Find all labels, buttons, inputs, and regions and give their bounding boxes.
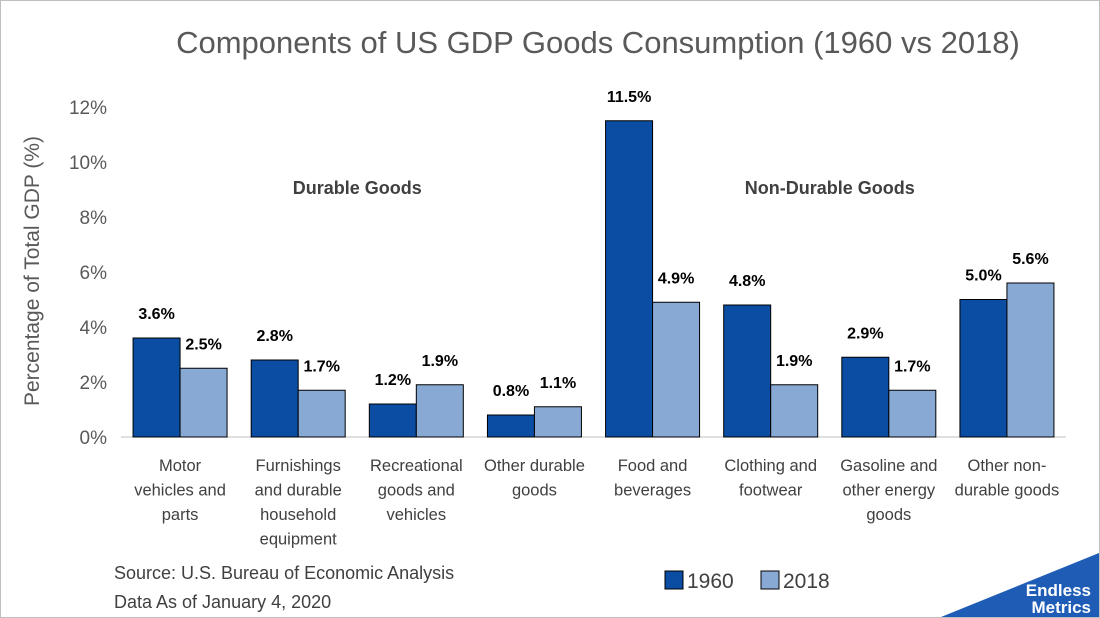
bar-1960-4 (605, 120, 654, 438)
bar-1960-7 (959, 299, 1008, 438)
y-tick-label: 12% (69, 98, 107, 119)
category-label-1: and durable (255, 482, 342, 500)
bar-1960-1 (250, 359, 299, 438)
legend-label-2018: 2018 (783, 570, 830, 593)
y-tick-label: 0% (80, 428, 108, 449)
data-label-1960-7: 5.0% (965, 268, 1001, 285)
group-annotation-1: Non-Durable Goods (745, 178, 915, 198)
chart-title: Components of US GDP Goods Consumption (… (176, 25, 1020, 60)
data-label-2018-5: 1.9% (776, 353, 812, 370)
data-label-1960-3: 0.8% (493, 383, 529, 400)
bar-1960-3 (486, 414, 535, 438)
source-line-1: Source: U.S. Bureau of Economic Analysis (114, 563, 454, 583)
category-label-2: vehicles (387, 506, 447, 524)
data-label-1960-1: 2.8% (256, 328, 292, 345)
bar-1960-0 (132, 337, 181, 438)
bar-2018-2 (415, 384, 464, 438)
category-label-6: Gasoline and (840, 457, 937, 475)
bar-2018-3 (533, 406, 582, 438)
bar-1960-2 (368, 403, 417, 438)
bar-2018-4 (652, 301, 701, 438)
legend-swatch-1960 (664, 570, 684, 590)
data-label-1960-4: 11.5% (607, 89, 651, 106)
brand-corner-shape (941, 553, 1099, 617)
y-tick-label: 6% (80, 263, 108, 284)
category-label-7: Other non- (968, 457, 1047, 475)
y-tick-label: 2% (80, 373, 108, 394)
category-label-5: Clothing and (724, 457, 817, 475)
bar-2018-1 (297, 389, 346, 438)
bar-1960-6 (841, 356, 890, 438)
data-label-2018-4: 4.9% (658, 270, 694, 287)
data-label-2018-3: 1.1% (540, 375, 576, 392)
source-note: Source: U.S. Bureau of Economic Analysis… (114, 563, 454, 612)
data-label-2018-6: 1.7% (894, 358, 930, 375)
legend-label-1960: 1960 (687, 570, 734, 593)
category-label-4: beverages (614, 482, 691, 500)
category-label-5: footwear (739, 482, 803, 500)
category-label-7: durable goods (955, 482, 1060, 500)
legend-swatch-2018 (760, 570, 780, 590)
bar-2018-7 (1006, 282, 1055, 438)
y-axis-label: Percentage of Total GDP (%) (21, 136, 44, 406)
category-label-2: goods and (378, 482, 455, 500)
data-label-2018-2: 1.9% (422, 353, 458, 370)
category-label-1: Furnishings (256, 457, 341, 475)
y-tick-label: 4% (80, 318, 108, 339)
bar-2018-5 (770, 384, 819, 438)
data-label-1960-5: 4.8% (729, 273, 765, 290)
category-label-6: other energy (842, 482, 935, 500)
category-label-0: vehicles and (134, 482, 226, 500)
category-label-0: Motor (159, 457, 202, 475)
category-label-1: equipment (260, 531, 337, 549)
category-label-4: Food and (618, 457, 688, 475)
plot-area: 0% 2% 4% 6% 8% 10% 12% 3.6% 2.5% Motor vehicles an… (69, 89, 1066, 549)
data-label-2018-0: 2.5% (185, 336, 221, 353)
legend: 1960 2018 (664, 570, 830, 593)
bar-2018-6 (888, 389, 937, 438)
source-line-2: Data As of January 4, 2020 (114, 592, 331, 612)
brand-line-1: Endless (1026, 581, 1091, 600)
data-label-2018-1: 1.7% (303, 358, 339, 375)
bar-2018-0 (179, 367, 228, 438)
category-label-3: Other durable (484, 457, 585, 475)
data-label-1960-6: 2.9% (847, 325, 883, 342)
category-label-2: Recreational (370, 457, 463, 475)
category-label-0: parts (162, 506, 199, 524)
bar-1960-5 (723, 304, 772, 438)
data-label-1960-2: 1.2% (375, 372, 411, 389)
category-label-6: goods (866, 506, 911, 524)
data-label-2018-7: 5.6% (1012, 251, 1048, 268)
group-annotation-0: Durable Goods (293, 178, 422, 198)
category-label-1: household (260, 506, 336, 524)
brand-line-2: Metrics (1031, 598, 1091, 617)
category-label-3: goods (512, 482, 557, 500)
y-tick-label: 8% (80, 208, 108, 229)
y-tick-label: 10% (69, 153, 107, 174)
brand-logo: Endless Metrics (941, 553, 1099, 617)
data-label-1960-0: 3.6% (138, 306, 174, 323)
